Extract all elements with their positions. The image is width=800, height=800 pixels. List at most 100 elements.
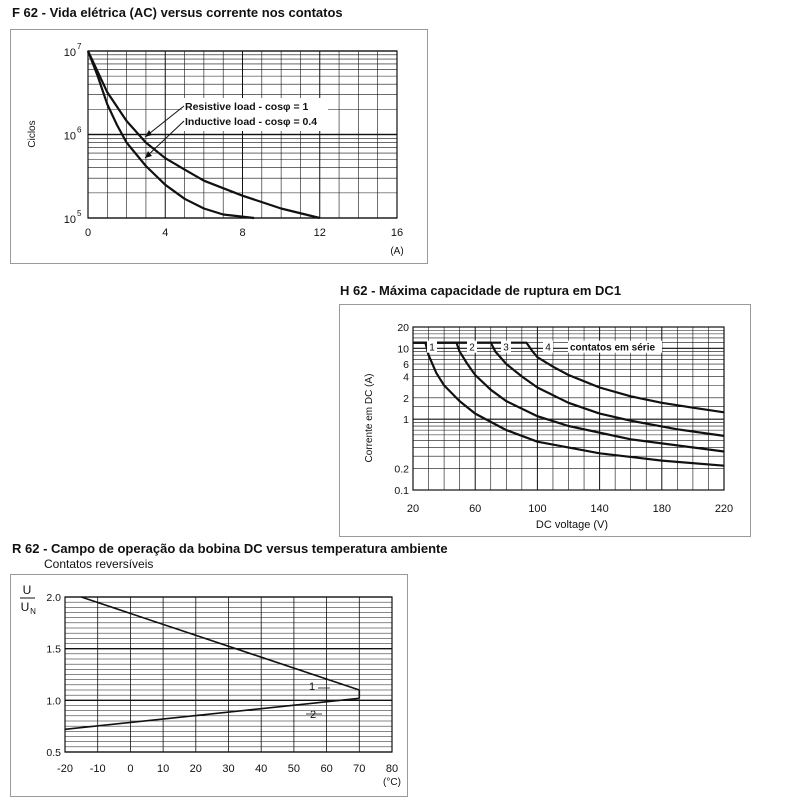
r62-xtick-label: -20 — [57, 763, 73, 775]
h62-curve-2 — [413, 341, 725, 453]
f62-ytick-exp: 7 — [77, 42, 82, 51]
h62-ytick-label: 0.1 — [394, 485, 409, 497]
r62-xtick-label: 0 — [127, 763, 133, 775]
h62-ytick-bg — [388, 321, 410, 333]
h62-ytick-label: 10 — [397, 343, 409, 355]
r62-title: R 62 - Campo de operação da bobina DC ve… — [12, 541, 448, 556]
h62-ytick-bg — [388, 484, 410, 496]
h62-ylabel: Corrente em DC (A) — [364, 374, 375, 463]
r62-xtick-label: 80 — [386, 763, 398, 775]
f62-leader-inductive — [144, 120, 185, 159]
h62-xtick-label: 180 — [653, 503, 671, 515]
f62-annotation-inductive: Inductive load - cosφ = 0.4 — [185, 116, 317, 128]
r62-ytick-bg — [38, 694, 62, 707]
h62-series-label: 1 — [429, 343, 435, 354]
h62-series-caption-bg — [568, 340, 662, 353]
h62-ytick-label: 1 — [403, 414, 409, 426]
f62-ylabel: Ciclos — [27, 120, 38, 147]
f62-ytick-base: 10 — [64, 131, 76, 143]
h62-series-label-bg — [501, 340, 511, 353]
f62-annotation-resistive: Resistive load - cosφ = 1 — [185, 101, 309, 113]
r62-line-label: 1 — [309, 681, 315, 693]
r62-line-2 — [64, 697, 360, 731]
h62-ytick-bg — [388, 370, 410, 383]
h62-curve-3 — [413, 341, 725, 437]
h62-series-label-bg — [467, 340, 477, 353]
h62-curve-4 — [413, 341, 725, 414]
f62-xtick-label: 0 — [85, 227, 91, 239]
h62-plot-border — [412, 326, 725, 491]
h62-series-label: 3 — [503, 343, 509, 354]
r62-xtick-label: 40 — [255, 763, 267, 775]
r62-ylabel-denominator: U — [21, 600, 30, 614]
r62-ytick-label: 2.0 — [46, 592, 61, 604]
f62-ytick-base: 10 — [64, 214, 76, 226]
r62-ylabel-denominator-sub: N — [30, 607, 36, 616]
h62-ytick-bg — [388, 413, 410, 426]
h62-title: H 62 - Máxima capacidade de ruptura em D… — [340, 283, 622, 298]
f62-xlabel: (A) — [390, 246, 403, 257]
f62-ytick-exp: 6 — [77, 126, 82, 135]
r62-xtick-label: 60 — [320, 763, 332, 775]
f62-xtick-label: 4 — [162, 227, 168, 239]
f62-resistive-curve — [87, 50, 321, 220]
f62-leader-arrowhead — [145, 151, 152, 158]
h62-series-caption: contatos em série — [570, 343, 655, 354]
f62-leader-arrowhead — [145, 130, 152, 137]
h62-series-label: 2 — [469, 343, 475, 354]
h62-ytick-label: 0.2 — [394, 464, 409, 476]
r62-xtick-label: -10 — [90, 763, 106, 775]
r62-plot-border — [64, 596, 393, 753]
f62-ytick-exp: 5 — [77, 209, 82, 218]
h62-xtick-label: 60 — [469, 503, 481, 515]
h62-ytick-bg — [388, 391, 410, 404]
h62-ytick-bg — [388, 342, 410, 355]
r62-ytick-label: 1.5 — [46, 644, 61, 656]
r62-frame — [10, 574, 408, 797]
f62-leader-resistive — [144, 105, 185, 138]
r62-ylabel-numerator: U — [23, 583, 32, 597]
h62-curve-1 — [413, 341, 725, 467]
r62-ytick-label: 1.0 — [46, 695, 61, 707]
r62-xtick-label: 20 — [190, 763, 202, 775]
r62-ytick-bg — [38, 746, 62, 758]
h62-series-label-bg — [427, 340, 437, 353]
h62-ytick-bg — [388, 358, 410, 371]
f62-title: F 62 - Vida elétrica (AC) versus corrent… — [12, 5, 343, 20]
h62-ytick-label: 6 — [403, 359, 409, 371]
r62-subtitle: Contatos reversíveis — [44, 557, 154, 571]
h62-xlabel: DC voltage (V) — [536, 519, 608, 531]
r62-xlabel: (°C) — [383, 777, 401, 788]
h62-ytick-label: 20 — [397, 322, 409, 334]
h62-series-label-bg — [543, 340, 553, 353]
f62-inductive-curve — [86, 50, 255, 220]
r62-xtick-label: 70 — [353, 763, 365, 775]
h62-series-label: 4 — [545, 343, 551, 354]
h62-xtick-label: 20 — [407, 503, 419, 515]
f62-xtick-label: 16 — [391, 227, 403, 239]
h62-ytick-bg — [388, 462, 410, 475]
f62-plot-border — [87, 50, 398, 219]
r62-ytick-bg — [38, 642, 62, 655]
h62-xtick-label: 220 — [715, 503, 733, 515]
h62-xtick-label: 100 — [528, 503, 546, 515]
h62-ytick-label: 2 — [403, 393, 409, 405]
h62-ytick-label: 4 — [403, 372, 409, 384]
h62-xtick-label: 140 — [590, 503, 608, 515]
f62-ytick-base: 10 — [64, 47, 76, 59]
h62-frame — [339, 304, 751, 537]
r62-ytick-label: 0.5 — [46, 747, 61, 759]
f62-xtick-label: 8 — [239, 227, 245, 239]
f62-annotation-bg — [182, 98, 328, 131]
f62-frame — [10, 29, 428, 264]
r62-xtick-label: 10 — [157, 763, 169, 775]
r62-xtick-label: 50 — [288, 763, 300, 775]
f62-xtick-label: 12 — [314, 227, 326, 239]
r62-xtick-label: 30 — [222, 763, 234, 775]
r62-line-1 — [81, 596, 360, 691]
r62-line-label: 2 — [310, 709, 316, 721]
r62-ytick-bg — [38, 591, 62, 603]
